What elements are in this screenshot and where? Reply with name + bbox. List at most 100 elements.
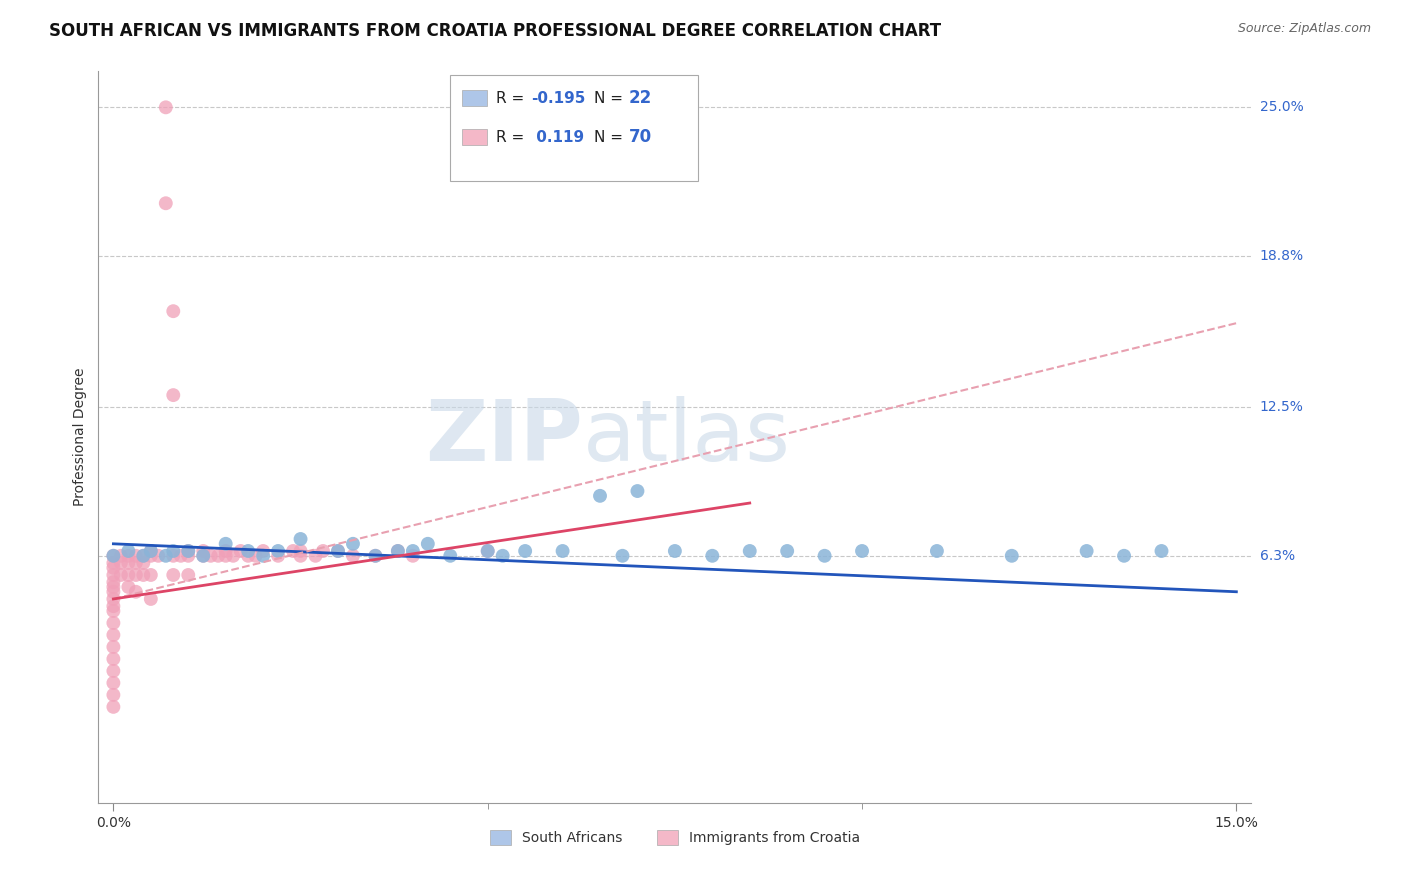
Text: SOUTH AFRICAN VS IMMIGRANTS FROM CROATIA PROFESSIONAL DEGREE CORRELATION CHART: SOUTH AFRICAN VS IMMIGRANTS FROM CROATIA… xyxy=(49,22,942,40)
Point xyxy=(626,483,648,498)
Text: atlas: atlas xyxy=(582,395,790,479)
Point xyxy=(103,568,125,582)
Point xyxy=(200,549,222,563)
Point xyxy=(589,489,612,503)
Point xyxy=(117,580,139,594)
Point xyxy=(103,549,125,563)
Point xyxy=(162,568,184,582)
Point xyxy=(162,549,184,563)
Point xyxy=(139,568,162,582)
Point xyxy=(103,652,125,666)
Point xyxy=(177,568,200,582)
Point xyxy=(492,549,515,563)
Point xyxy=(155,549,177,563)
Text: N =: N = xyxy=(595,91,628,106)
Point xyxy=(312,544,335,558)
Point xyxy=(103,580,125,594)
Legend: South Africans, Immigrants from Croatia: South Africans, Immigrants from Croatia xyxy=(484,825,866,851)
Point xyxy=(193,549,215,563)
Point xyxy=(103,699,125,714)
Point xyxy=(245,549,267,563)
Point xyxy=(207,549,229,563)
FancyBboxPatch shape xyxy=(450,75,697,181)
Point xyxy=(215,537,238,551)
Point xyxy=(117,544,139,558)
Point xyxy=(117,549,139,563)
Point xyxy=(103,664,125,678)
Point xyxy=(103,640,125,654)
Point xyxy=(162,304,184,318)
Point xyxy=(215,544,238,558)
Point xyxy=(267,544,290,558)
Point xyxy=(125,549,148,563)
Point xyxy=(103,604,125,618)
Point xyxy=(132,568,155,582)
Text: 22: 22 xyxy=(628,89,652,107)
Point xyxy=(155,100,177,114)
Point xyxy=(925,544,948,558)
Point xyxy=(402,549,425,563)
Point xyxy=(364,549,387,563)
Point xyxy=(110,549,132,563)
Point xyxy=(387,544,409,558)
Point xyxy=(326,544,349,558)
Point xyxy=(177,544,200,558)
Point xyxy=(290,549,312,563)
Point xyxy=(290,544,312,558)
Point xyxy=(515,544,537,558)
Y-axis label: Professional Degree: Professional Degree xyxy=(73,368,87,507)
FancyBboxPatch shape xyxy=(461,129,486,145)
Text: 0.119: 0.119 xyxy=(531,129,583,145)
Point xyxy=(177,549,200,563)
Point xyxy=(193,549,215,563)
Text: -0.195: -0.195 xyxy=(531,91,585,106)
Point xyxy=(776,544,799,558)
Point xyxy=(139,544,162,558)
Text: N =: N = xyxy=(595,129,628,145)
Point xyxy=(738,544,761,558)
Text: R =: R = xyxy=(496,129,529,145)
Point xyxy=(342,549,364,563)
Point xyxy=(1112,549,1135,563)
Point xyxy=(193,544,215,558)
Point xyxy=(439,549,461,563)
Point xyxy=(1150,544,1173,558)
Point xyxy=(132,549,155,563)
Point xyxy=(252,544,274,558)
Point xyxy=(125,556,148,570)
Point xyxy=(813,549,835,563)
Point xyxy=(236,544,259,558)
Point xyxy=(304,549,326,563)
Point xyxy=(155,196,177,211)
Point xyxy=(612,549,634,563)
Text: 25.0%: 25.0% xyxy=(1260,100,1303,114)
Point xyxy=(103,549,125,563)
Point xyxy=(477,544,499,558)
Point xyxy=(281,544,304,558)
Point xyxy=(342,537,364,551)
Point xyxy=(139,544,162,558)
Point xyxy=(103,599,125,614)
Point xyxy=(103,556,125,570)
Point xyxy=(125,584,148,599)
Text: Source: ZipAtlas.com: Source: ZipAtlas.com xyxy=(1237,22,1371,36)
Point xyxy=(103,628,125,642)
Point xyxy=(148,549,170,563)
Point xyxy=(103,676,125,690)
Point xyxy=(326,544,349,558)
Point xyxy=(125,568,148,582)
Point xyxy=(252,549,274,563)
Point xyxy=(236,549,259,563)
Point xyxy=(103,591,125,606)
Point xyxy=(1076,544,1098,558)
Point xyxy=(117,556,139,570)
Point xyxy=(170,549,193,563)
Text: 70: 70 xyxy=(628,128,652,146)
Point xyxy=(103,615,125,630)
Point xyxy=(477,544,499,558)
Point xyxy=(702,549,724,563)
Point xyxy=(290,532,312,546)
Point xyxy=(664,544,686,558)
Point xyxy=(103,584,125,599)
Point xyxy=(416,537,439,551)
